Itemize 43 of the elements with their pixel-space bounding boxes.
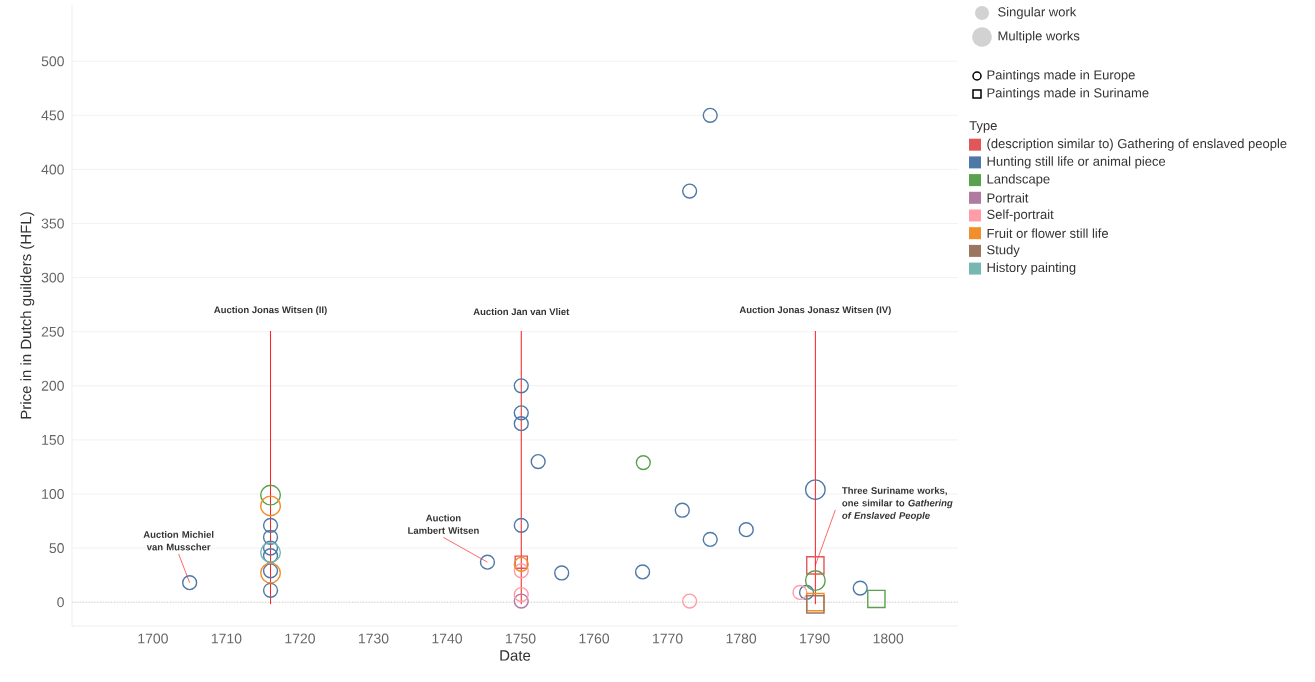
ref-line-label: Auction Jan van Vliet	[473, 308, 570, 316]
annotation: Auction Lambert Witsen	[408, 514, 479, 534]
annotation: Auction Michiel van Musscher	[143, 530, 214, 551]
y-tick-label: 500	[41, 56, 64, 67]
x-tick-label: 1700	[138, 633, 168, 644]
x-tick-label: 1710	[211, 633, 242, 644]
ref-line-label: Auction Jonas Jonasz Witsen (IV)	[739, 306, 891, 316]
legend-label: Singular work	[998, 6, 1077, 20]
legend-label: Study	[987, 244, 1020, 257]
x-tick-label: 1770	[653, 633, 683, 644]
x-tick-label: 1740	[432, 633, 463, 644]
legend-label: Portrait	[987, 193, 1029, 203]
y-tick-label: 400	[41, 164, 64, 175]
legend-label: Multiple works	[998, 30, 1080, 44]
y-tick-label: 0	[57, 597, 64, 608]
text: Paintings made in Suriname	[987, 87, 1149, 101]
y-tick-label: 150	[42, 434, 64, 445]
legend-label: History painting	[987, 262, 1076, 275]
x-tick-label: 1780	[726, 633, 757, 644]
x-tick-label: 1760	[579, 633, 610, 644]
y-tick-label: 200	[41, 380, 64, 391]
x-tick-label: 1730	[358, 633, 389, 644]
legend-label: Hunting still life or animal piece	[987, 156, 1166, 169]
legend-label: Fruit or flower still life	[987, 228, 1109, 238]
y-tick-label: 450	[41, 110, 64, 121]
y-tick-label: 350	[41, 218, 64, 229]
text: Paintings made in Europe	[987, 69, 1135, 83]
x-tick-label: 1750	[506, 633, 536, 644]
y-tick-label: 250	[41, 326, 64, 337]
y-tick-label: 300	[41, 272, 64, 283]
x-tick-label: 1790	[800, 633, 830, 644]
legend-title: Type	[969, 121, 997, 133]
y-tick-label: 50	[49, 543, 64, 554]
legend-label: (description similar to) Gathering of enslaved people	[987, 138, 1287, 151]
legend-label: Landscape	[987, 174, 1050, 187]
y-axis-title: Price in in Dutch guilders (HFL)	[20, 212, 35, 419]
x-tick-label: 1800	[873, 633, 904, 644]
y-tick-label: 100	[42, 489, 64, 499]
annotation: Three Suriname works, one similar to Gathering of Enslaved People	[842, 486, 953, 521]
x-tick-label: 1720	[285, 633, 315, 644]
x-axis-title: Date	[500, 650, 531, 661]
legend-label: Self-portrait	[987, 209, 1054, 222]
ref-line-label: Auction Jonas Witsen (II)	[214, 306, 327, 316]
